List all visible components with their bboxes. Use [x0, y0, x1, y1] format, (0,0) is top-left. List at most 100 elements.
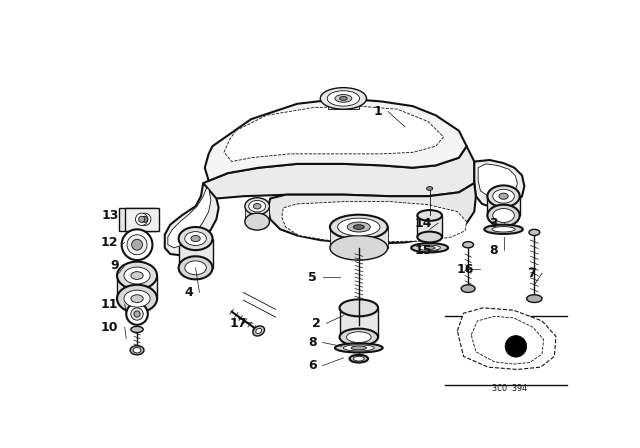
- Circle shape: [141, 216, 148, 222]
- Polygon shape: [204, 146, 474, 198]
- Polygon shape: [125, 208, 159, 231]
- Ellipse shape: [330, 236, 388, 260]
- Polygon shape: [268, 183, 476, 243]
- Circle shape: [127, 235, 147, 255]
- Ellipse shape: [493, 190, 515, 203]
- Ellipse shape: [344, 345, 374, 351]
- Ellipse shape: [185, 232, 206, 246]
- Text: 15: 15: [415, 244, 432, 257]
- Polygon shape: [245, 206, 269, 222]
- Ellipse shape: [492, 227, 515, 232]
- Circle shape: [134, 311, 140, 317]
- Circle shape: [136, 213, 148, 225]
- Polygon shape: [224, 106, 444, 162]
- Ellipse shape: [133, 348, 141, 353]
- Ellipse shape: [249, 200, 266, 212]
- Ellipse shape: [185, 261, 206, 275]
- Ellipse shape: [340, 329, 378, 345]
- Ellipse shape: [117, 285, 157, 313]
- Text: 5: 5: [308, 271, 316, 284]
- Text: 4: 4: [184, 286, 193, 299]
- Polygon shape: [117, 276, 157, 299]
- Ellipse shape: [419, 245, 440, 250]
- Ellipse shape: [338, 218, 380, 236]
- Text: 12: 12: [101, 236, 118, 249]
- Ellipse shape: [320, 88, 367, 109]
- Text: 6: 6: [308, 359, 316, 372]
- Ellipse shape: [131, 295, 143, 302]
- Circle shape: [505, 336, 527, 357]
- Ellipse shape: [340, 299, 378, 316]
- Text: 1: 1: [373, 105, 382, 118]
- Ellipse shape: [124, 267, 150, 284]
- Ellipse shape: [351, 346, 367, 350]
- Ellipse shape: [179, 227, 212, 250]
- Ellipse shape: [348, 222, 371, 232]
- Polygon shape: [478, 164, 517, 198]
- Ellipse shape: [499, 193, 508, 199]
- Ellipse shape: [340, 96, 348, 100]
- Text: 10: 10: [101, 321, 118, 334]
- Bar: [118, 208, 156, 231]
- Polygon shape: [205, 99, 467, 181]
- Ellipse shape: [353, 225, 364, 229]
- Ellipse shape: [424, 246, 435, 250]
- Ellipse shape: [130, 345, 144, 355]
- Text: 3: 3: [489, 217, 497, 230]
- Ellipse shape: [124, 290, 150, 307]
- Text: 9: 9: [110, 259, 118, 272]
- Circle shape: [122, 229, 152, 260]
- Polygon shape: [471, 316, 543, 364]
- Ellipse shape: [349, 355, 368, 362]
- Polygon shape: [474, 160, 524, 208]
- Text: 14: 14: [415, 217, 432, 230]
- Ellipse shape: [245, 198, 269, 215]
- Polygon shape: [168, 189, 211, 248]
- Text: 16: 16: [457, 263, 474, 276]
- Ellipse shape: [427, 186, 433, 190]
- Ellipse shape: [417, 210, 442, 221]
- Ellipse shape: [463, 241, 474, 248]
- Text: 3CO 394: 3CO 394: [492, 384, 527, 393]
- Polygon shape: [340, 308, 378, 337]
- Ellipse shape: [253, 326, 264, 336]
- Ellipse shape: [488, 185, 520, 207]
- Ellipse shape: [191, 236, 200, 241]
- Ellipse shape: [117, 262, 157, 289]
- Ellipse shape: [253, 203, 261, 209]
- Ellipse shape: [484, 225, 523, 234]
- Circle shape: [126, 303, 148, 325]
- Polygon shape: [417, 215, 442, 237]
- Ellipse shape: [131, 326, 143, 332]
- Circle shape: [139, 216, 145, 222]
- Text: 11: 11: [101, 297, 118, 310]
- Ellipse shape: [346, 332, 371, 343]
- Ellipse shape: [256, 328, 262, 333]
- Text: 7: 7: [527, 267, 536, 280]
- Text: 13: 13: [101, 209, 118, 222]
- Polygon shape: [164, 183, 219, 255]
- Polygon shape: [458, 308, 556, 370]
- Ellipse shape: [335, 343, 383, 353]
- Ellipse shape: [527, 295, 542, 302]
- Circle shape: [132, 239, 143, 250]
- Ellipse shape: [461, 285, 475, 293]
- Polygon shape: [488, 196, 520, 215]
- Polygon shape: [328, 99, 359, 109]
- Text: 8: 8: [489, 244, 497, 257]
- Ellipse shape: [529, 229, 540, 236]
- Ellipse shape: [353, 356, 364, 361]
- Ellipse shape: [493, 208, 515, 222]
- Ellipse shape: [488, 205, 520, 226]
- Ellipse shape: [179, 256, 212, 280]
- Text: 2: 2: [312, 317, 320, 330]
- Polygon shape: [282, 202, 467, 241]
- Circle shape: [139, 213, 151, 225]
- Ellipse shape: [245, 213, 269, 230]
- Ellipse shape: [131, 271, 143, 280]
- Circle shape: [131, 308, 143, 320]
- Polygon shape: [179, 238, 212, 268]
- Ellipse shape: [417, 232, 442, 242]
- Polygon shape: [330, 227, 388, 248]
- Ellipse shape: [330, 215, 388, 239]
